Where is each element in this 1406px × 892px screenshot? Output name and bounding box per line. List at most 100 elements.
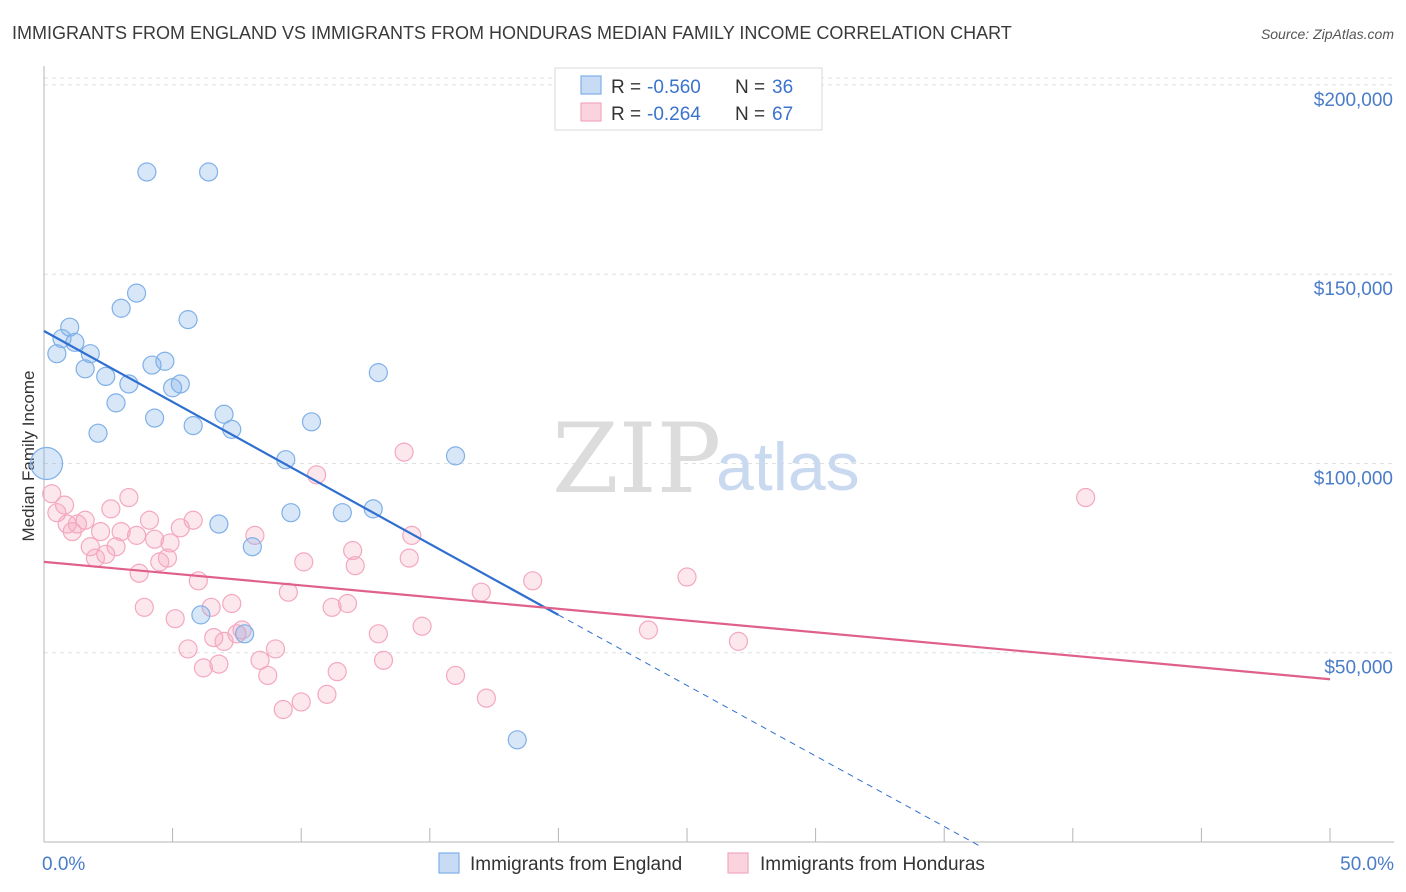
honduras-point-18	[139, 510, 160, 530]
y-tick-label-2: $150,000	[1314, 279, 1393, 300]
axes	[43, 66, 1394, 843]
honduras-point-28	[193, 658, 214, 678]
honduras-point-2	[54, 495, 75, 515]
stats-legend-n-label-honduras: N =	[735, 104, 765, 125]
england-point-16	[155, 351, 175, 371]
x-tick-label-0: 0.0%	[42, 854, 85, 875]
england-trend-line	[43, 330, 559, 616]
chart-title: IMMIGRANTS FROM ENGLAND VS IMMIGRANTS FR…	[12, 23, 1012, 43]
honduras-point-58	[471, 582, 491, 602]
stats-legend: R = -0.560 N = 36 R = -0.264 N = 67	[554, 67, 823, 131]
england-point-13	[137, 162, 157, 182]
honduras-point-34	[227, 624, 247, 644]
stats-legend-swatch-honduras	[580, 102, 602, 122]
stats-legend-n-england: 36	[772, 77, 793, 98]
honduras-point-50	[345, 556, 365, 576]
england-point-33	[368, 363, 388, 383]
honduras-point-45	[317, 684, 337, 704]
honduras-point-57	[445, 665, 466, 686]
x-tick-labels: 0.0% 50.0%	[42, 854, 1394, 875]
honduras-point-16	[129, 563, 149, 583]
england-trend-extension	[558, 614, 984, 849]
england-point-15	[144, 408, 165, 428]
honduras-point-26	[183, 510, 203, 530]
honduras-point-56	[412, 616, 432, 636]
honduras-point-46	[322, 597, 342, 617]
watermark-zip: ZIP	[552, 403, 721, 515]
england-point-12	[126, 283, 147, 303]
honduras-point-63	[728, 631, 749, 651]
series-honduras	[42, 442, 1096, 720]
honduras-point-53	[394, 442, 414, 462]
england-point-3	[60, 317, 80, 337]
england-point-18	[170, 374, 190, 394]
honduras-point-60	[523, 571, 543, 591]
honduras-point-61	[638, 620, 659, 640]
honduras-point-13	[111, 521, 131, 542]
england-point-35	[507, 730, 527, 750]
gridlines	[44, 77, 1394, 654]
stats-legend-n-honduras: 67	[772, 104, 793, 125]
honduras-point-62	[677, 567, 697, 587]
honduras-point-29	[201, 597, 221, 617]
honduras-point-17	[134, 597, 154, 617]
trend-lines	[43, 330, 1331, 849]
honduras-trend-line	[43, 560, 1331, 681]
honduras-point-19	[144, 529, 165, 549]
england-point-9	[106, 393, 126, 413]
england-point-0	[29, 446, 64, 481]
honduras-point-21	[157, 548, 178, 568]
y-tick-label-0: $50,000	[1324, 658, 1393, 679]
stats-legend-n-label-england: N =	[735, 77, 765, 98]
honduras-point-41	[278, 582, 298, 602]
honduras-point-54	[402, 525, 422, 545]
honduras-point-43	[294, 552, 314, 572]
england-point-7	[88, 423, 108, 443]
honduras-point-11	[101, 499, 121, 519]
honduras-point-23	[165, 609, 185, 629]
honduras-point-22	[160, 533, 180, 553]
honduras-point-30	[204, 627, 224, 648]
honduras-point-33	[222, 593, 242, 614]
legend-label-england: Immigrants from England	[470, 854, 682, 875]
stats-legend-r-label-honduras: R =	[611, 104, 641, 125]
honduras-point-40	[273, 699, 293, 720]
england-point-31	[332, 503, 352, 523]
legend-swatch-england	[438, 852, 460, 874]
honduras-point-6	[75, 510, 95, 530]
england-point-14	[142, 355, 162, 375]
series-england	[29, 162, 527, 750]
stats-legend-r-label-england: R =	[611, 77, 641, 98]
honduras-point-7	[80, 537, 100, 557]
honduras-point-25	[178, 639, 198, 659]
honduras-point-49	[343, 540, 363, 561]
england-point-30	[301, 412, 322, 432]
england-point-24	[214, 404, 234, 424]
honduras-point-59	[476, 688, 496, 708]
england-point-10	[111, 298, 131, 318]
england-point-29	[281, 503, 301, 523]
stats-legend-r-honduras: -0.264	[647, 104, 701, 125]
england-point-20	[183, 416, 203, 436]
england-point-21	[199, 162, 219, 182]
honduras-point-52	[373, 650, 394, 670]
england-point-23	[209, 514, 229, 534]
honduras-point-10	[96, 544, 116, 564]
honduras-point-38	[258, 665, 278, 686]
england-point-1	[47, 344, 67, 364]
honduras-point-0	[42, 484, 62, 504]
england-point-5	[75, 359, 95, 379]
england-point-22	[191, 605, 211, 625]
honduras-point-9	[90, 521, 111, 542]
england-point-26	[235, 624, 255, 644]
honduras-point-37	[250, 650, 270, 670]
honduras-point-14	[119, 487, 139, 508]
y-tick-labels: $50,000 $100,000 $150,000 $200,000	[1314, 90, 1393, 679]
watermark-atlas: atlas	[716, 429, 860, 505]
honduras-point-15	[126, 525, 147, 545]
legend-swatch-honduras	[727, 852, 749, 874]
stats-legend-r-england: -0.560	[647, 77, 701, 98]
y-tick-label-3: $200,000	[1314, 90, 1393, 111]
england-point-19	[178, 310, 198, 330]
source-label: Source: ZipAtlas.com	[1261, 26, 1394, 42]
